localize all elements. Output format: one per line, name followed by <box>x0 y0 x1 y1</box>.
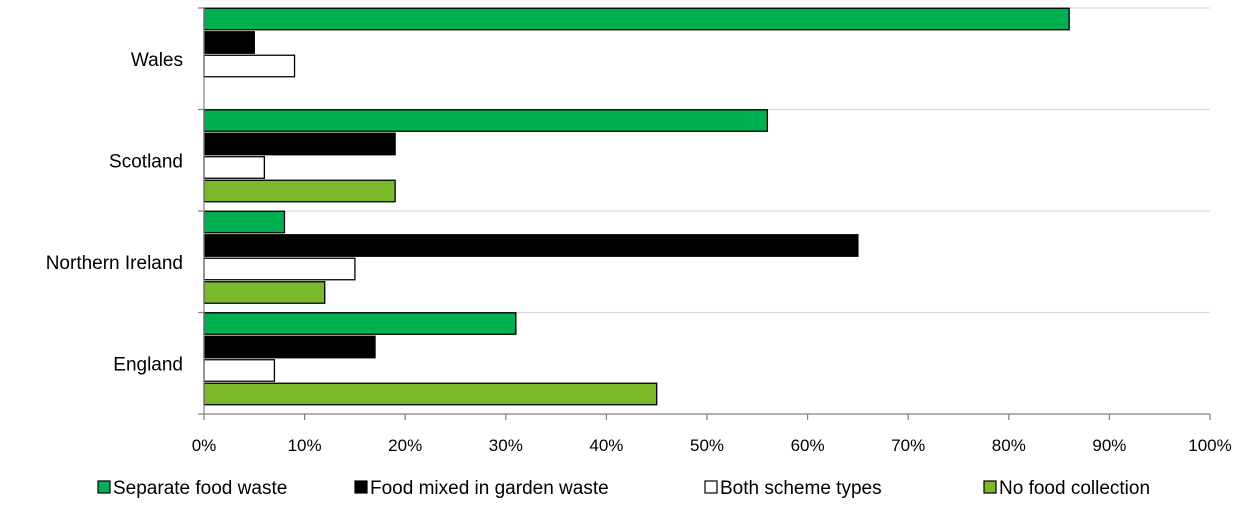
bar-scotland-both-scheme-types <box>203 156 266 179</box>
labels: Wales Scotland Northern Ireland England 0% 10… <box>46 50 1232 455</box>
legend-label-food-mixed-in-garden-waste: Food mixed in garden waste <box>370 478 609 499</box>
category-label-scotland: Scotland <box>109 151 183 172</box>
legend: Separate food waste Food mixed in garden … <box>97 478 1150 499</box>
bar-england-no-food-collection <box>203 382 658 406</box>
bar-england-both-scheme-types <box>203 359 276 382</box>
legend-swatch-both-scheme-types <box>704 480 718 494</box>
category-label-england: England <box>113 354 183 375</box>
legend-label-no-food-collection: No food collection <box>999 478 1150 499</box>
x-tick-label: 10% <box>288 436 322 455</box>
x-tick-label: 80% <box>992 436 1026 455</box>
bar-scotland-separate-food-waste <box>203 109 769 132</box>
x-tick-label: 90% <box>1092 436 1126 455</box>
x-tick-label: 60% <box>791 436 825 455</box>
x-tick-label: 40% <box>589 436 623 455</box>
bar-wales-food-mixed-in-garden-waste <box>203 31 255 54</box>
bar-northern-ireland-no-food-collection <box>203 281 326 304</box>
axes <box>198 7 1211 420</box>
legend-swatch-separate-food-waste <box>97 480 111 494</box>
x-tick-label: 50% <box>690 436 724 455</box>
bar-wales-separate-food-waste <box>203 7 1070 31</box>
x-tick-label: 70% <box>891 436 925 455</box>
bar-northern-ireland-both-scheme-types <box>203 257 356 281</box>
x-tick-label: 30% <box>489 436 523 455</box>
bar-scotland-no-food-collection <box>203 179 396 203</box>
legend-swatch-food-mixed-in-garden-waste <box>354 480 368 494</box>
bar-northern-ireland-food-mixed-in-garden-waste <box>203 234 859 257</box>
legend-label-separate-food-waste: Separate food waste <box>113 478 287 499</box>
bar-england-food-mixed-in-garden-waste <box>203 335 376 359</box>
x-tick-label: 20% <box>388 436 422 455</box>
bar-wales-both-scheme-types <box>203 54 296 78</box>
x-tick-label: 0% <box>192 436 217 455</box>
bars <box>203 7 1070 406</box>
bar-northern-ireland-separate-food-waste <box>203 210 286 234</box>
legend-swatch-no-food-collection <box>983 480 997 494</box>
category-label-northern-ireland: Northern Ireland <box>46 253 183 274</box>
x-tick-label: 100% <box>1188 436 1231 455</box>
legend-label-both-scheme-types: Both scheme types <box>720 478 882 499</box>
category-label-wales: Wales <box>131 50 183 71</box>
bar-scotland-food-mixed-in-garden-waste <box>203 132 396 156</box>
bar-england-separate-food-waste <box>203 312 517 335</box>
